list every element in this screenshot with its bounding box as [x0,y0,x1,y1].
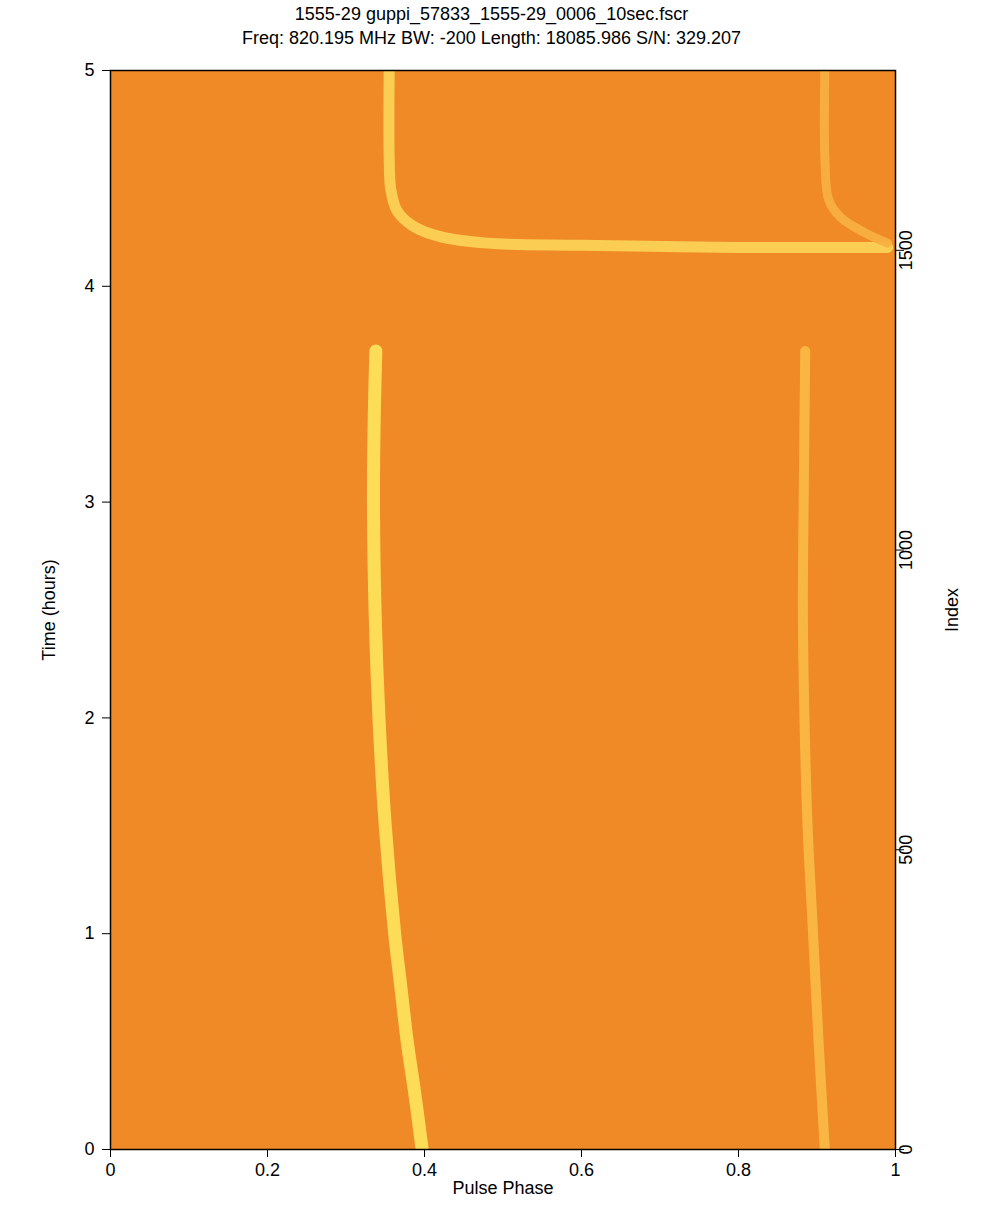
svg-text:4: 4 [84,276,94,296]
svg-text:Time (hours): Time (hours) [39,559,59,660]
svg-text:0.4: 0.4 [412,1160,437,1180]
svg-text:0.2: 0.2 [255,1160,280,1180]
svg-text:0: 0 [105,1160,115,1180]
svg-text:3: 3 [84,492,94,512]
svg-text:2: 2 [84,708,94,728]
svg-text:0.6: 0.6 [569,1160,594,1180]
svg-text:1: 1 [84,923,94,943]
svg-text:1: 1 [890,1160,900,1180]
svg-text:1000: 1000 [896,530,916,570]
svg-text:0: 0 [896,1144,916,1154]
html-text:1555-29 guppi_57833_1555-29_00: 1555-29 guppi_57833_1555-29_0006_10sec.f… [294,4,689,24]
html-text:Freq: 820.195 MHz BW: -200 Len: Freq: 820.195 MHz BW: -200 Length: 18085… [242,28,741,48]
svg-text:5: 5 [84,60,94,80]
svg-text:500: 500 [896,835,916,865]
svg-text:1500: 1500 [896,230,916,270]
svg-text:0.8: 0.8 [726,1160,751,1180]
svg-text:0: 0 [84,1139,94,1159]
svg-text:Index: Index [942,588,962,632]
svg-text:Pulse Phase: Pulse Phase [452,1178,553,1198]
